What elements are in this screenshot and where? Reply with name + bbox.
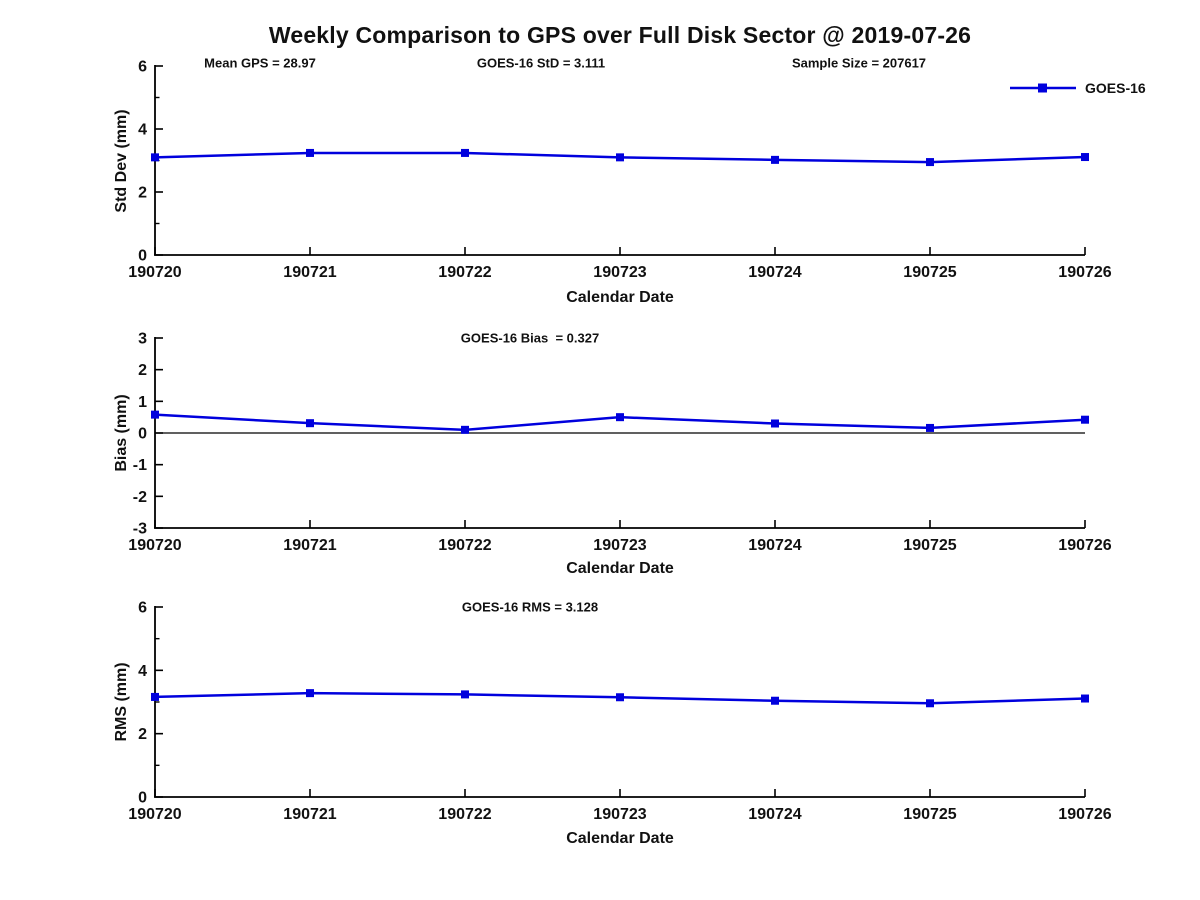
data-point-marker: [306, 419, 314, 428]
y-tick-label: -1: [133, 457, 147, 474]
stddev-x-axis-label: Calendar Date: [566, 289, 674, 306]
data-point-marker: [1081, 415, 1089, 424]
x-tick-label: 190724: [748, 806, 801, 823]
data-point-marker: [306, 148, 314, 157]
data-point-marker: [616, 693, 624, 702]
y-tick-label: 4: [138, 122, 147, 139]
data-point-marker: [926, 423, 934, 432]
x-tick-label: 190720: [128, 806, 181, 823]
annotation-mean-gps: Mean GPS = 28.97: [204, 55, 316, 71]
bias-chart-canvas: -3 -2 -1 0 1 2 3 190720 190721 190722 190723 190724…: [128, 331, 1111, 555]
annotation-goes16-rms: GOES-16 RMS = 3.128: [461, 599, 599, 615]
x-tick-label: 190726: [1058, 537, 1111, 554]
data-point-marker: [151, 410, 159, 419]
y-tick-label: 2: [138, 362, 147, 379]
annotation-goes16-bias: GOES-16 Bias = 0.327: [460, 330, 600, 346]
x-tick-label: 190723: [593, 806, 646, 823]
legend: GOES-16: [1008, 79, 1146, 97]
rms-chart-canvas: 0 2 4 6 190720 190721 190722 190723 190724 190725…: [128, 600, 1111, 824]
x-tick-label: 190723: [593, 537, 646, 554]
data-point-marker: [461, 425, 469, 434]
x-tick-label: 190721: [283, 537, 336, 554]
x-tick-label: 190725: [903, 806, 956, 823]
data-point-marker: [1081, 153, 1089, 162]
y-tick-label: -2: [133, 489, 147, 506]
legend-label: GOES-16: [1085, 80, 1146, 96]
x-tick-label: 190723: [593, 264, 646, 281]
x-tick-label: 190726: [1058, 264, 1111, 281]
data-point-marker: [461, 690, 469, 699]
data-point-marker: [926, 699, 934, 708]
y-tick-label: 0: [138, 426, 147, 443]
y-tick-label: 2: [138, 726, 147, 743]
data-point-marker: [771, 696, 779, 705]
annotation-sample-size: Sample Size = 207617: [791, 55, 927, 71]
x-tick-label: 190720: [128, 264, 181, 281]
data-point-marker: [616, 413, 624, 422]
y-tick-label: 0: [138, 790, 147, 807]
y-tick-label: 3: [138, 331, 147, 348]
data-point-marker: [151, 692, 159, 701]
y-tick-label: 6: [138, 59, 147, 76]
y-tick-label: 0: [138, 248, 147, 265]
bias-x-axis-label: Calendar Date: [566, 560, 674, 577]
x-tick-label: 190722: [438, 537, 491, 554]
x-tick-label: 190726: [1058, 806, 1111, 823]
stddev-chart-canvas: 0 2 4 6 190720 190721 190722 190723 190724 190725…: [128, 59, 1111, 282]
annotation-goes16-std: GOES-16 StD = 3.111: [476, 55, 606, 71]
y-tick-label: 6: [138, 600, 147, 617]
y-tick-label: 2: [138, 185, 147, 202]
rms-x-axis-label: Calendar Date: [566, 830, 674, 847]
data-point-marker: [306, 689, 314, 698]
y-tick-label: 1: [138, 394, 147, 411]
data-point-marker: [771, 155, 779, 164]
data-point-marker: [771, 419, 779, 428]
data-point-marker: [1081, 694, 1089, 703]
data-point-marker: [151, 153, 159, 162]
x-tick-label: 190720: [128, 537, 181, 554]
x-tick-label: 190724: [748, 537, 801, 554]
data-point-marker: [616, 153, 624, 162]
y-tick-label: 4: [138, 663, 147, 680]
legend-line-sample: [1010, 83, 1076, 93]
x-tick-label: 190725: [903, 264, 956, 281]
x-tick-label: 190724: [748, 264, 801, 281]
x-tick-label: 190722: [438, 264, 491, 281]
legend-marker-icon: [1038, 83, 1047, 93]
x-tick-label: 190721: [283, 264, 336, 281]
y-tick-label: -3: [133, 521, 147, 538]
data-point-marker: [461, 148, 469, 157]
x-tick-label: 190721: [283, 806, 336, 823]
figure-title: Weekly Comparison to GPS over Full Disk …: [268, 22, 972, 48]
x-tick-label: 190722: [438, 806, 491, 823]
data-point-marker: [926, 158, 934, 167]
x-tick-label: 190725: [903, 537, 956, 554]
